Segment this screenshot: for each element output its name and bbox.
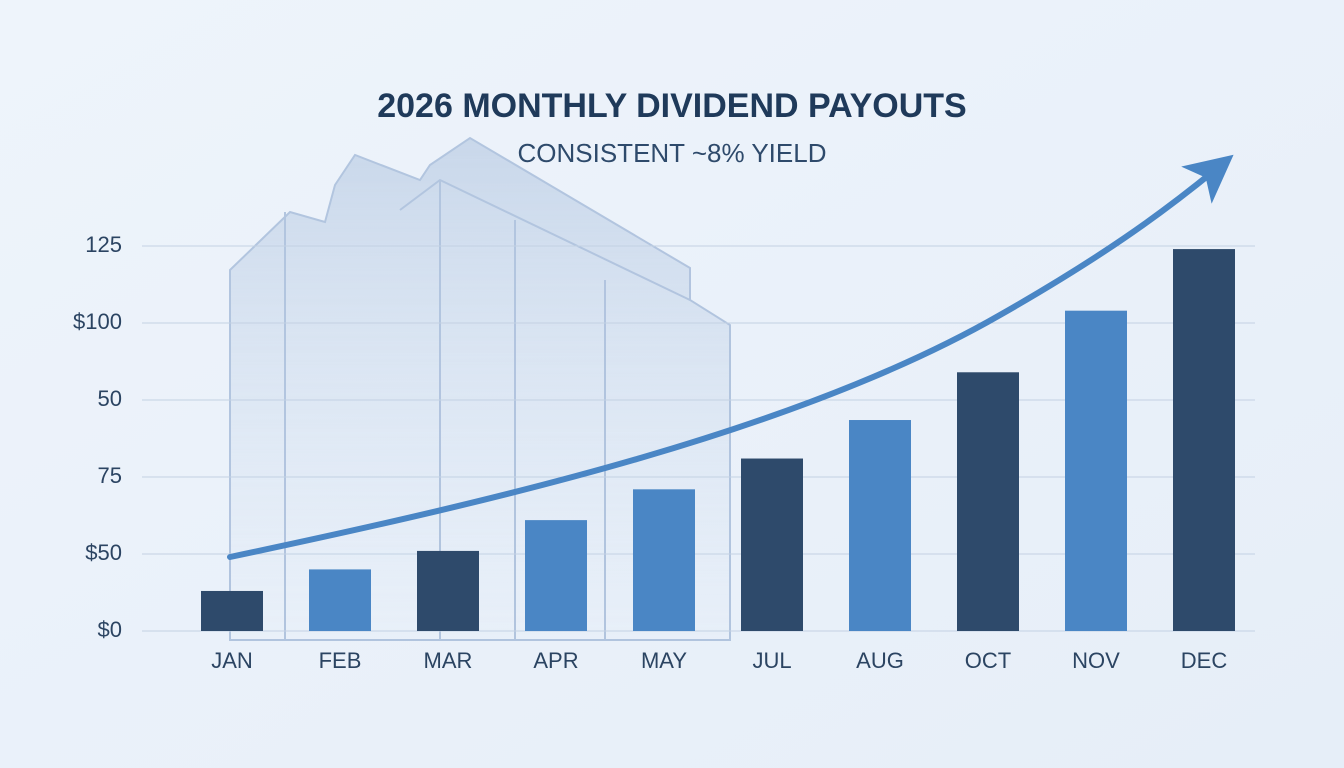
bar bbox=[849, 420, 911, 631]
bar bbox=[525, 520, 587, 631]
bar bbox=[633, 489, 695, 631]
bar bbox=[201, 590, 263, 631]
x-tick-label: APR bbox=[533, 648, 578, 673]
x-tick-label: AUG bbox=[856, 648, 904, 673]
bar bbox=[417, 550, 479, 631]
y-tick-label: $50 bbox=[85, 540, 122, 565]
x-tick-label: JAN bbox=[211, 648, 253, 673]
x-tick-label: FEB bbox=[319, 648, 362, 673]
y-tick-label: 50 bbox=[98, 386, 122, 411]
y-tick-label: 125 bbox=[85, 232, 122, 257]
x-tick-label: OCT bbox=[965, 648, 1011, 673]
x-tick-label: NOV bbox=[1072, 648, 1120, 673]
chart-subtitle: CONSISTENT ~8% YIELD bbox=[518, 138, 827, 168]
x-tick-label: MAR bbox=[424, 648, 473, 673]
building-illustration bbox=[229, 136, 731, 641]
x-tick-label: DEC bbox=[1181, 648, 1228, 673]
y-tick-label: $0 bbox=[98, 617, 122, 642]
trend-arrow bbox=[227, 154, 1234, 560]
x-tick-label: MAY bbox=[641, 648, 687, 673]
bar bbox=[309, 569, 371, 631]
chart-title: 2026 MONTHLY DIVIDEND PAYOUTS bbox=[377, 87, 967, 125]
bar bbox=[1065, 310, 1127, 631]
y-tick-label: $100 bbox=[73, 309, 122, 334]
bars bbox=[201, 249, 1235, 631]
bar bbox=[1173, 249, 1235, 631]
bar bbox=[957, 372, 1019, 631]
bar bbox=[741, 458, 803, 631]
y-tick-label: 75 bbox=[98, 463, 122, 488]
x-tick-label: JUL bbox=[752, 648, 791, 673]
